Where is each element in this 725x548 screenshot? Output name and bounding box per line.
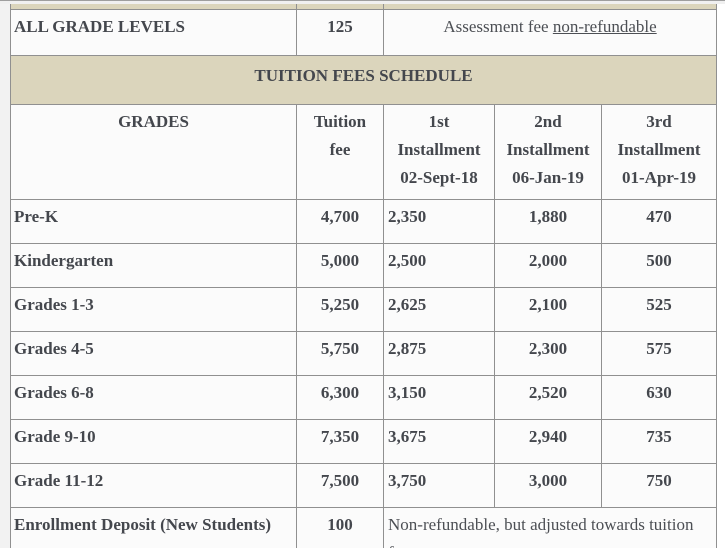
installment1-cell: 3,750: [383, 463, 495, 508]
table-row: Grade 11-12 7,500 3,750 3,000 750: [10, 463, 718, 508]
assessment-fee-value: 125: [296, 9, 384, 56]
tuition-fee-table: ALL GRADE LEVELS 125 Assessment fee non-…: [9, 3, 718, 548]
installment1-cell: 3,150: [383, 375, 495, 420]
header-tuition: Tuition fee: [296, 104, 384, 200]
grade-cell: Grades 1-3: [10, 287, 297, 332]
table-row: Kindergarten 5,000 2,500 2,000 500: [10, 243, 718, 288]
assessment-note-text: Assessment fee: [443, 17, 553, 36]
installment3-cell: 500: [600, 243, 718, 288]
section-title: TUITION FEES SCHEDULE: [9, 55, 718, 105]
installment3-cell: 470: [600, 199, 718, 244]
deposit-row-label: Enrollment Deposit (New Students): [10, 507, 297, 548]
installment2-cell: 1,880: [494, 199, 602, 244]
enrollment-deposit-row: Enrollment Deposit (New Students) 100 No…: [10, 507, 718, 548]
non-refundable-underlined-text: non-refundable: [552, 17, 657, 36]
installment3-cell: 525: [600, 287, 718, 332]
assessment-row-label: ALL GRADE LEVELS: [10, 9, 297, 56]
header-installment-2: 2nd Installment 06-Jan-19: [494, 104, 602, 200]
grade-cell: Grades 6-8: [10, 375, 297, 420]
installment2-cell: 2,000: [494, 243, 602, 288]
table-row: Grades 1-3 5,250 2,625 2,100 525: [10, 287, 718, 332]
table-row: Grades 6-8 6,300 3,150 2,520 630: [10, 375, 718, 420]
installment2-cell: 2,940: [494, 419, 602, 464]
table-row: Grades 4-5 5,750 2,875 2,300 575: [10, 331, 718, 376]
table-row: Grade 9-10 7,350 3,675 2,940 735: [10, 419, 718, 464]
tuition-cell: 7,500: [296, 463, 384, 508]
page-top-edge: [0, 0, 725, 4]
installment3-cell: 575: [600, 331, 718, 376]
tuition-cell: 6,300: [296, 375, 384, 420]
header-installment-1: 1st Installment 02-Sept-18: [383, 104, 495, 200]
grade-cell: Kindergarten: [10, 243, 297, 288]
installment1-cell: 2,350: [383, 199, 495, 244]
grade-cell: Grade 11-12: [10, 463, 297, 508]
installment1-cell: 2,875: [383, 331, 495, 376]
tuition-cell: 5,000: [296, 243, 384, 288]
grade-cell: Grade 9-10: [10, 419, 297, 464]
tuition-cell: 7,350: [296, 419, 384, 464]
installment2-cell: 2,100: [494, 287, 602, 332]
installment1-cell: 3,675: [383, 419, 495, 464]
header-grades: GRADES: [10, 104, 297, 200]
installment2-cell: 2,300: [494, 331, 602, 376]
section-title-row: TUITION FEES SCHEDULE: [9, 55, 718, 105]
grade-cell: Pre-K: [10, 199, 297, 244]
installment3-cell: 630: [600, 375, 718, 420]
table-row: Pre-K 4,700 2,350 1,880 470: [10, 199, 718, 244]
installment3-cell: 750: [600, 463, 718, 508]
tuition-cell: 5,750: [296, 331, 384, 376]
assessment-fee-note: Assessment fee non-refundable: [382, 9, 718, 56]
deposit-fee-value: 100: [296, 507, 384, 548]
installment1-cell: 2,500: [383, 243, 495, 288]
installment2-cell: 2,520: [494, 375, 602, 420]
installment1-cell: 2,625: [383, 287, 495, 332]
grade-cell: Grades 4-5: [10, 331, 297, 376]
table-header-row: GRADES Tuition fee 1st Installment 02-Se…: [10, 104, 718, 200]
header-installment-3: 3rd Installment 01-Apr-19: [600, 104, 718, 200]
deposit-note: Non-refundable, but adjusted towards tui…: [382, 507, 718, 548]
installment3-cell: 735: [600, 419, 718, 464]
tuition-cell: 4,700: [296, 199, 384, 244]
page-left-gutter: [0, 0, 10, 548]
assessment-fee-row: ALL GRADE LEVELS 125 Assessment fee non-…: [10, 9, 718, 56]
tuition-cell: 5,250: [296, 287, 384, 332]
installment2-cell: 3,000: [494, 463, 602, 508]
